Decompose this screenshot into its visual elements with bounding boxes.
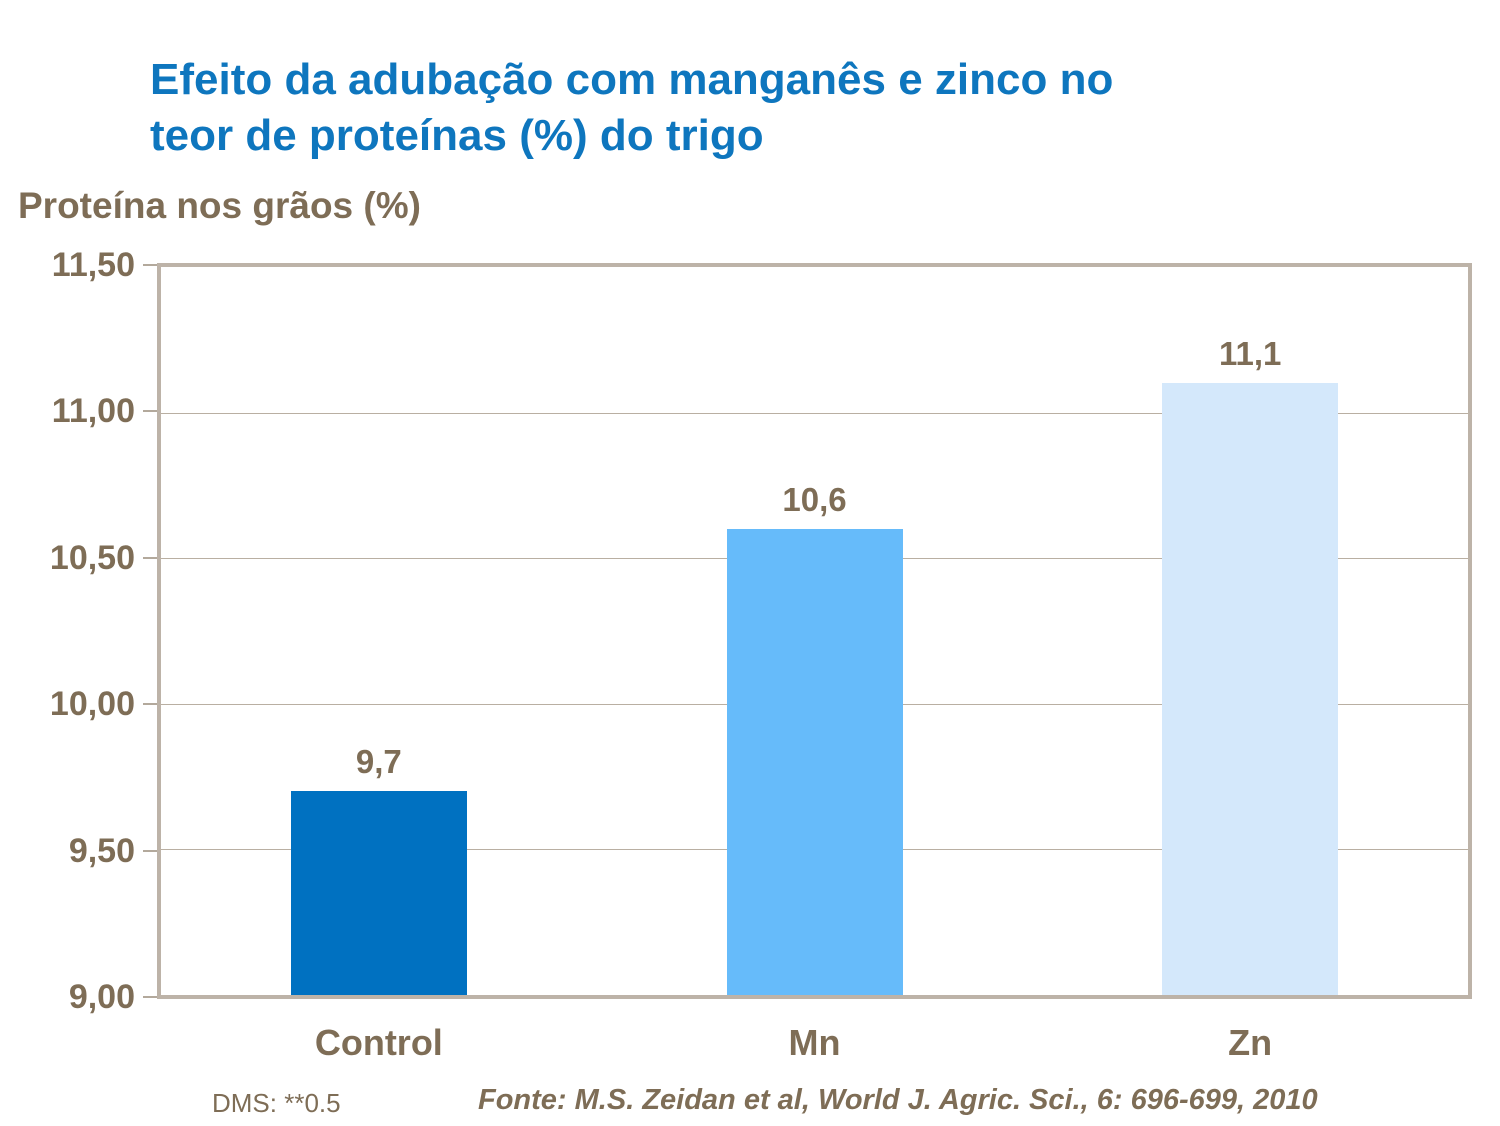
- bar-value-label: 9,7: [355, 743, 402, 781]
- y-tick-label: 10,00: [49, 685, 135, 724]
- chart-title-line-1: Efeito da adubação com manganês e zinco …: [150, 55, 1114, 104]
- bar-value-label: 10,6: [782, 481, 847, 519]
- bar-value-label: 11,1: [1218, 335, 1282, 373]
- category-label-zn: Zn: [1228, 1022, 1273, 1063]
- category-label-control: Control: [314, 1022, 443, 1063]
- y-tick-mark: [143, 996, 157, 998]
- plot-area: [157, 263, 1472, 999]
- y-tick-label: 10,50: [49, 538, 135, 577]
- bar-control: [290, 791, 467, 995]
- y-tick-mark: [143, 556, 157, 559]
- category-label-mn: Mn: [788, 1022, 841, 1063]
- y-tick-mark: [143, 264, 157, 266]
- y-tick-label: 9,00: [68, 978, 135, 1016]
- y-tick-mark: [143, 849, 157, 852]
- y-tick-mark: [143, 410, 157, 413]
- y-axis-title: Proteína nos grãos (%): [18, 185, 421, 226]
- chart-title: Efeito da adubação com manganês e zinco …: [150, 52, 1400, 164]
- y-tick-label: 9,50: [68, 831, 135, 870]
- gridline: [161, 412, 1468, 414]
- dms-note: DMS: **0.5: [212, 1088, 341, 1118]
- bar-zn: [1162, 383, 1339, 995]
- source-citation: Fonte: M.S. Zeidan et al, World J. Agric…: [478, 1084, 1318, 1116]
- y-tick-label: 11,50: [51, 246, 135, 284]
- chart-title-line-2: teor de proteínas (%) do trigo: [150, 111, 764, 160]
- y-tick-mark: [143, 703, 157, 706]
- bar-mn: [726, 529, 903, 995]
- y-tick-label: 11,00: [51, 392, 135, 431]
